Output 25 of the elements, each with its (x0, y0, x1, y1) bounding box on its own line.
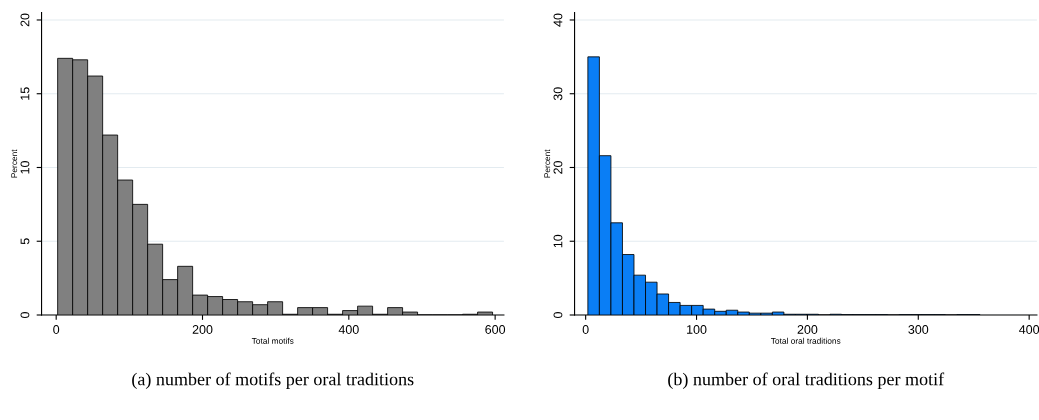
x-tick-label: 600 (485, 325, 506, 334)
y-tick-label: 15 (20, 87, 30, 100)
y-tick-label: 20 (20, 13, 30, 27)
y-tick-label: 10 (20, 161, 30, 174)
y-tick-label: 30 (553, 87, 563, 101)
x-tick-label: 200 (797, 325, 818, 334)
text: (a) number of motifs per oral traditions (132, 372, 414, 390)
x-tick-label: 0 (53, 325, 60, 334)
x-tick-label: 200 (192, 325, 213, 334)
y-axis-title: Percent (11, 149, 18, 178)
y-tick-label: 10 (553, 234, 563, 248)
y-tick-label: 20 (553, 161, 563, 174)
x-tick-label: 400 (1019, 325, 1039, 334)
y-axis-title: Percent (544, 149, 551, 178)
x-tick-label: 400 (338, 325, 359, 334)
x-tick-label: 0 (582, 325, 589, 334)
text: (b) number of oral traditions per motif (668, 372, 945, 390)
y-tick-label: 0 (20, 312, 30, 318)
y-tick-label: 40 (553, 13, 563, 27)
x-axis-title: Total motifs (251, 337, 294, 344)
x-tick-label: 100 (687, 325, 707, 334)
x-axis-title: Total oral traditions (770, 337, 841, 344)
y-tick-label: 5 (20, 238, 30, 245)
y-tick-label: 0 (553, 312, 563, 318)
x-tick-label: 300 (908, 325, 929, 334)
